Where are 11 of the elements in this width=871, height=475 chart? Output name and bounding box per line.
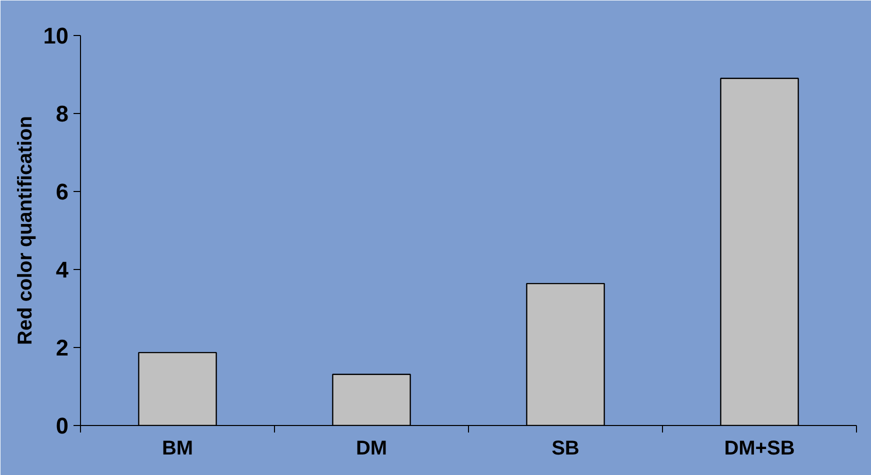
x-tick-label: BM [162, 438, 194, 460]
y-tick-label: 10 [43, 22, 68, 48]
x-tick-label: DM [356, 438, 388, 460]
y-tick-label: 8 [56, 100, 69, 126]
y-tick-label: 2 [56, 334, 69, 360]
x-tick-label: DM+SB [724, 438, 795, 460]
y-tick-label: 0 [56, 412, 69, 438]
y-tick-label: 4 [56, 256, 69, 282]
y-tick-label: 6 [56, 178, 69, 204]
x-tick-label: SB [552, 438, 580, 460]
y-axis-title: Red color quantification [14, 116, 36, 345]
